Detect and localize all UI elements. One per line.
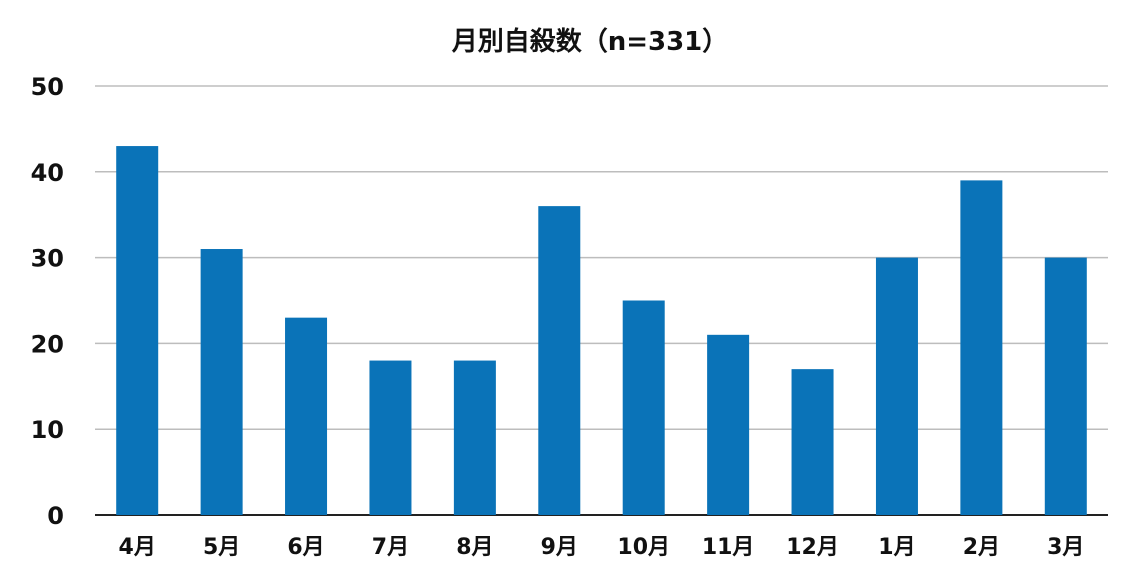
bar — [960, 180, 1003, 515]
bar — [285, 317, 328, 515]
y-tick-label: 30 — [31, 245, 64, 273]
bar — [538, 206, 581, 515]
bar — [791, 369, 834, 515]
x-tick-label: 5月 — [203, 535, 240, 560]
bar — [453, 360, 496, 515]
bar — [707, 334, 750, 515]
bar — [369, 360, 412, 515]
x-tick-label: 4月 — [119, 535, 156, 560]
bar — [200, 249, 243, 515]
bar — [1044, 257, 1087, 515]
x-tick-label: 6月 — [287, 535, 324, 560]
bar — [622, 300, 665, 515]
x-tick-label: 11月 — [702, 535, 755, 560]
x-tick-label: 12月 — [786, 535, 839, 560]
x-tick-label: 8月 — [456, 535, 493, 560]
x-tick-label: 9月 — [541, 535, 578, 560]
x-tick-label: 2月 — [963, 535, 1000, 560]
bar — [116, 146, 159, 515]
y-tick-label: 50 — [31, 73, 64, 101]
bar — [875, 257, 918, 515]
y-tick-label: 10 — [31, 416, 64, 444]
x-tick-label: 10月 — [617, 535, 670, 560]
x-tick-label: 7月 — [372, 535, 409, 560]
chart-title: 月別自殺数（n=331） — [451, 26, 729, 57]
x-tick-label: 3月 — [1047, 535, 1084, 560]
x-tick-label: 1月 — [878, 535, 915, 560]
y-tick-label: 0 — [47, 502, 64, 530]
y-tick-label: 40 — [31, 159, 64, 187]
y-tick-label: 20 — [31, 330, 64, 358]
